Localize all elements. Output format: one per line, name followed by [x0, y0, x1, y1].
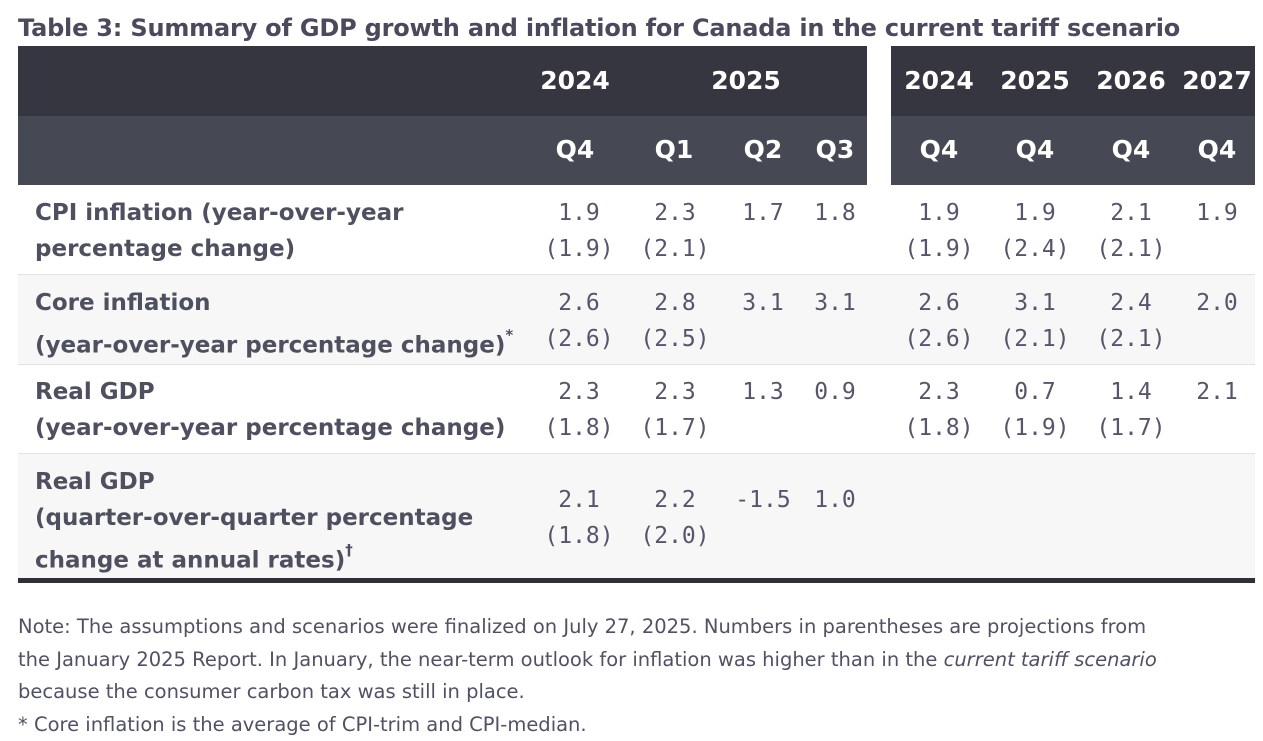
value-cell: 2.2 — [654, 487, 696, 513]
header-year-band — [18, 46, 1255, 116]
prior-projection-cell: (1.7) — [1096, 415, 1166, 441]
value-cell: 2.3 — [654, 379, 696, 405]
quarter-header: Q4 — [919, 135, 959, 164]
quarter-header: Q3 — [815, 135, 855, 164]
prior-projection-cell: (2.1) — [640, 236, 710, 262]
table-row-real-gdp-qoq: Real GDP (quarter-over-quarter percentag… — [18, 454, 1255, 578]
prior-projection-cell: (1.7) — [640, 415, 710, 441]
prior-projection-cell: (1.9) — [1000, 415, 1070, 441]
year-header-2027-annual: 2027 — [1182, 66, 1252, 95]
value-cell: 2.0 — [1196, 290, 1238, 316]
value-cell: 2.3 — [558, 379, 600, 405]
value-cell: 2.1 — [1196, 379, 1238, 405]
prior-projection-cell: (2.0) — [640, 523, 710, 549]
quarter-header: Q4 — [555, 135, 595, 164]
prior-projection-cell: (2.5) — [640, 326, 710, 352]
value-cell: 0.9 — [814, 379, 856, 405]
value-cell: 2.3 — [654, 200, 696, 226]
value-cell: 3.1 — [814, 290, 856, 316]
prior-projection-cell: (2.1) — [1096, 236, 1166, 262]
value-cell: 2.1 — [558, 487, 600, 513]
value-cell: 1.9 — [1196, 200, 1238, 226]
table-bottom-rule — [18, 578, 1255, 583]
value-cell: 2.1 — [1110, 200, 1152, 226]
row-label: CPI inflation (year-over-year percentage… — [35, 200, 404, 262]
row-label: Real GDP (quarter-over-quarter percentag… — [35, 469, 474, 574]
footnote-marker-asterisk: * — [505, 326, 514, 344]
header-quarter-band — [18, 116, 1255, 185]
value-cell: 1.8 — [814, 200, 856, 226]
prior-projection-cell: (1.8) — [544, 415, 614, 441]
header-gap — [867, 46, 891, 185]
table-row-core-inflation: Core inflation (year-over-year percentag… — [18, 275, 1255, 365]
quarter-header: Q4 — [1015, 135, 1055, 164]
row-label: Real GDP (year-over-year percentage chan… — [35, 379, 506, 441]
prior-projection-cell: (2.6) — [544, 326, 614, 352]
prior-projection-cell: (2.1) — [1096, 326, 1166, 352]
year-header-2024-quarterly: 2024 — [540, 66, 610, 95]
table-row-real-gdp-yoy: Real GDP (year-over-year percentage chan… — [18, 365, 1255, 454]
quarter-header: Q1 — [654, 135, 694, 164]
row-label: Core inflation (year-over-year percentag… — [35, 290, 514, 359]
value-cell: 2.8 — [654, 290, 696, 316]
value-cell: 1.3 — [742, 379, 784, 405]
value-cell: 3.1 — [1014, 290, 1056, 316]
prior-projection-cell: (1.8) — [904, 415, 974, 441]
prior-projection-cell: (2.6) — [904, 326, 974, 352]
value-cell: 1.4 — [1110, 379, 1152, 405]
year-header-2025-annual: 2025 — [1000, 66, 1070, 95]
prior-projection-cell: (2.4) — [1000, 236, 1070, 262]
year-header-2024-annual: 2024 — [904, 66, 974, 95]
prior-projection-cell: (1.9) — [544, 236, 614, 262]
value-cell: -1.5 — [735, 487, 791, 513]
table-note: Note: The assumptions and scenarios were… — [18, 615, 1157, 736]
prior-projection-cell: (2.1) — [1000, 326, 1070, 352]
table-title: Table 3: Summary of GDP growth and infla… — [18, 14, 1181, 42]
value-cell: 2.6 — [558, 290, 600, 316]
value-cell: 1.9 — [1014, 200, 1056, 226]
year-header-2026-annual: 2026 — [1096, 66, 1166, 95]
quarter-header: Q4 — [1197, 135, 1237, 164]
table-row-cpi-inflation: CPI inflation (year-over-year percentage… — [18, 185, 1255, 275]
prior-projection-cell: (1.9) — [904, 236, 974, 262]
footnote-marker-dagger: † — [345, 541, 353, 559]
value-cell: 2.6 — [918, 290, 960, 316]
value-cell: 3.1 — [742, 290, 784, 316]
value-cell: 2.3 — [918, 379, 960, 405]
value-cell: 1.0 — [814, 487, 856, 513]
prior-projection-cell: (1.8) — [544, 523, 614, 549]
value-cell: 2.4 — [1110, 290, 1152, 316]
value-cell: 1.7 — [742, 200, 784, 226]
value-cell: 1.9 — [918, 200, 960, 226]
value-cell: 1.9 — [558, 200, 600, 226]
quarter-header: Q4 — [1111, 135, 1151, 164]
quarter-header: Q2 — [743, 135, 783, 164]
value-cell: 0.7 — [1014, 379, 1056, 405]
year-header-2025-quarterly: 2025 — [711, 66, 781, 95]
